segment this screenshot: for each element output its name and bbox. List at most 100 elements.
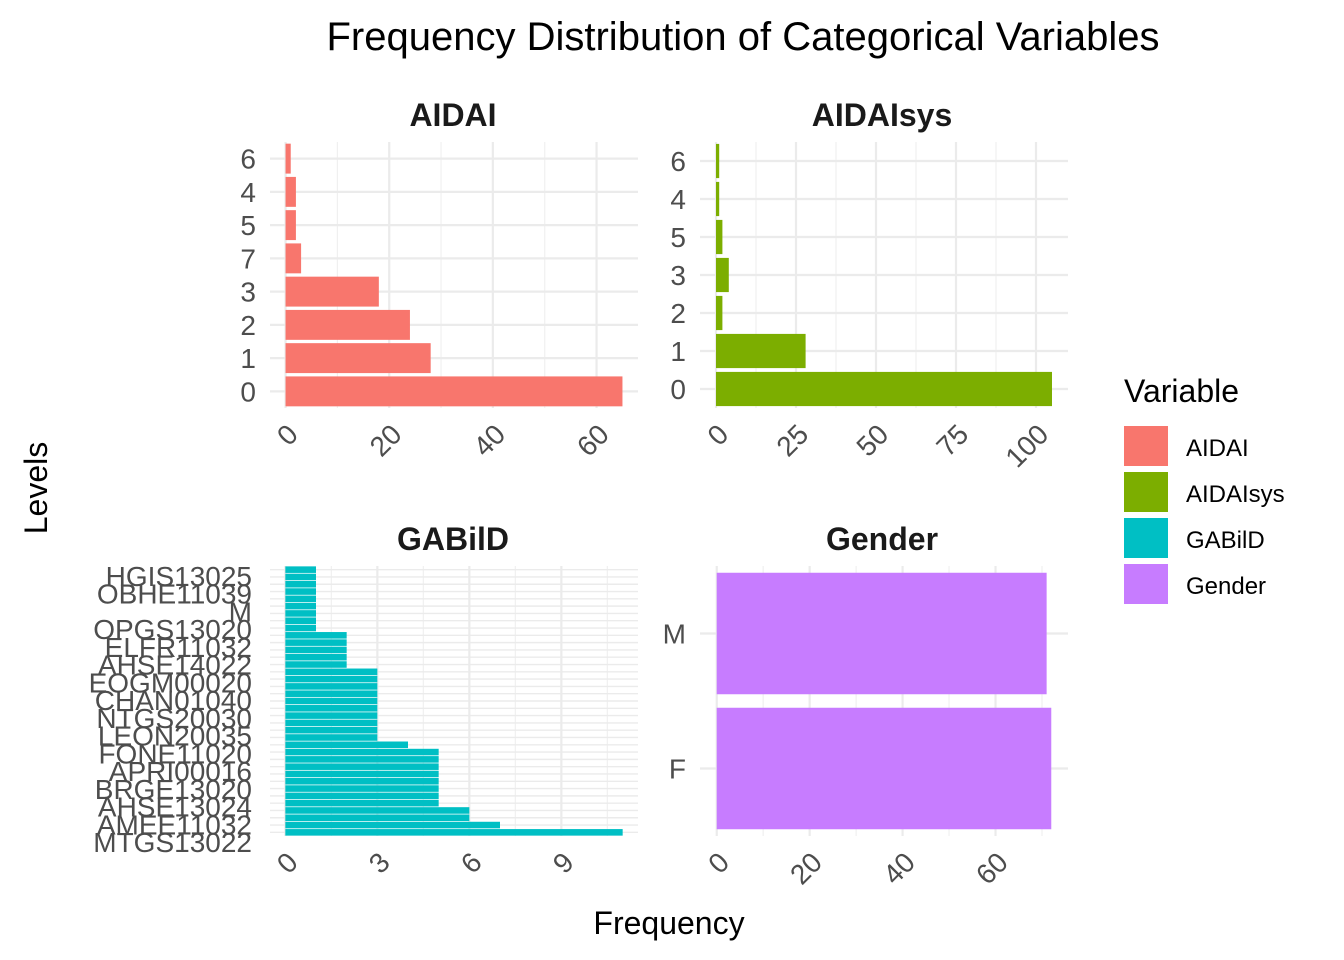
bar [285,675,378,683]
bar [285,276,379,307]
y-tick-label: 2 [670,298,686,329]
panel-title: AIDAIsys [812,97,953,133]
bar [285,683,378,690]
legend-title: Variable [1124,373,1239,409]
y-tick-label: 1 [670,336,686,367]
x-tick-label: 40 [877,846,921,890]
bar [285,807,470,814]
bar [716,371,1052,407]
bar [285,653,347,661]
legend-key [1124,426,1168,466]
bar [285,595,316,603]
bar [285,573,316,581]
legend-key [1124,564,1168,604]
y-tick-label: 6 [240,144,256,175]
legend-label: GABilD [1186,527,1265,554]
y-tick-label: BRGE13020 [95,774,252,805]
bar [285,748,439,756]
x-tick-label: 9 [547,846,580,879]
y-tick-label: AHSE13024 [98,792,252,823]
bar [285,617,316,625]
y-tick-label: LEON20035 [98,721,252,752]
panel-title: GABilD [397,521,509,557]
bar [285,719,378,727]
bar [716,143,720,179]
y-tick-label: 5 [240,210,256,241]
bar [285,734,378,741]
bar [716,333,806,369]
bar [716,257,729,293]
x-tick-label: 0 [702,846,735,879]
y-tick-label: 6 [670,146,686,177]
bar [285,566,316,573]
bar [285,705,378,712]
y-tick-label: 3 [240,277,256,308]
bar [285,668,378,676]
x-tick-label: 60 [571,418,615,462]
bar [716,707,1052,830]
bar [285,690,378,697]
y-tick-label: ELFR11032 [105,632,252,663]
x-tick-label: 100 [999,418,1054,473]
y-tick-label: OPGS13020 [93,614,252,645]
panel-title: AIDAI [409,97,496,133]
bar [285,785,439,792]
y-tick-label: F [669,754,686,785]
legend-label: AIDAIsys [1186,481,1285,508]
bar [285,661,347,668]
bar [285,792,439,800]
bar [285,697,378,705]
bar [716,219,723,255]
y-axis-title: Levels [18,442,54,535]
y-tick-label: 4 [240,177,256,208]
bar [716,295,723,331]
bar [285,210,296,241]
bar [285,829,623,836]
bar [285,639,347,646]
y-tick-label: FONE11020 [98,738,252,769]
x-tick-label: 50 [850,418,894,462]
panel-gender: Gender F M 0 20 40 60 [663,521,1068,890]
x-axis-title: Frequency [593,905,744,941]
bar [285,176,296,207]
panel-gabild: GABilD HGIS13025OBHE11039MOPGS13020ELFR11… [89,521,638,879]
bar [285,756,439,763]
bar [285,580,316,588]
chart-title: Frequency Distribution of Categorical Va… [327,15,1160,59]
x-tick-label: 25 [770,418,814,462]
x-tick-label: 75 [930,418,974,462]
bar [285,821,500,829]
y-tick-label: M [663,619,686,650]
y-tick-label: APRI00016 [109,756,252,787]
x-tick-label: 20 [784,846,828,890]
x-tick-label: 0 [701,418,734,451]
y-tick-label: NTGS20030 [96,703,252,734]
panel-aidaisys: AIDAIsys 0 1 2 3 5 4 6 0 25 50 75 100 [670,97,1068,473]
bar [285,770,439,778]
bar [285,243,302,274]
x-tick-label: 3 [363,846,396,879]
bar [285,632,347,639]
y-tick-label: 1 [240,343,256,374]
x-tick-label: 60 [970,846,1014,890]
panel-title: Gender [826,521,938,557]
x-tick-label: 0 [271,846,304,879]
bar [285,624,316,632]
bar [285,712,378,719]
y-tick-label: 7 [240,243,256,274]
bar [285,763,439,770]
y-tick-label: AMEE11032 [97,809,252,840]
bar [285,646,347,654]
y-tick-label: HGIS13025 [106,561,252,592]
x-tick-label: 6 [455,846,488,879]
legend-key [1124,472,1168,512]
bar [716,572,1047,695]
bar [285,610,316,617]
bar [285,741,408,749]
y-tick-label: 2 [240,310,256,341]
bar [285,602,316,610]
y-tick-label: 0 [240,376,256,407]
legend-label: AIDAI [1186,435,1249,462]
